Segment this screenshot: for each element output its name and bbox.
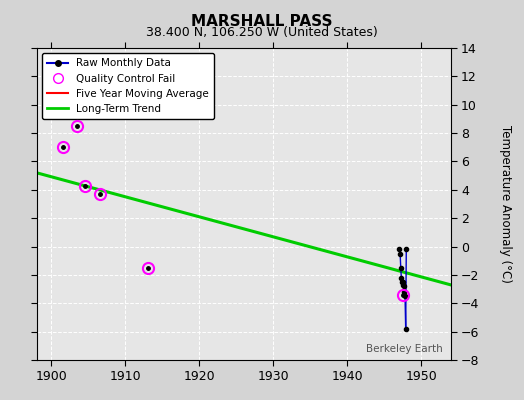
Text: Berkeley Earth: Berkeley Earth (366, 344, 442, 354)
Text: 38.400 N, 106.250 W (United States): 38.400 N, 106.250 W (United States) (146, 26, 378, 39)
Legend: Raw Monthly Data, Quality Control Fail, Five Year Moving Average, Long-Term Tren: Raw Monthly Data, Quality Control Fail, … (42, 53, 214, 119)
Text: MARSHALL PASS: MARSHALL PASS (191, 14, 333, 29)
Y-axis label: Temperature Anomaly (°C): Temperature Anomaly (°C) (499, 125, 512, 283)
